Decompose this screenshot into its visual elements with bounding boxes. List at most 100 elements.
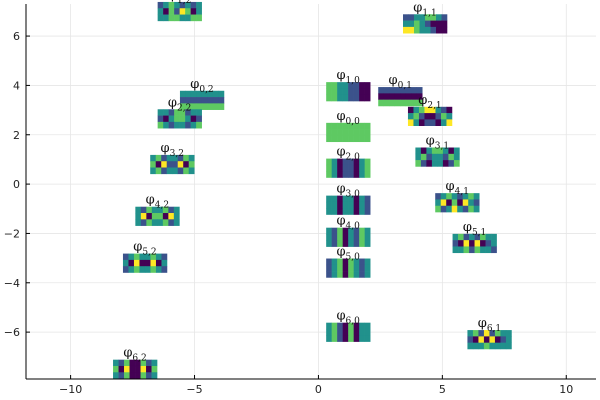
heatmap-cell (353, 88, 360, 96)
heatmap-cell (157, 121, 164, 129)
heatmap-cell (441, 26, 448, 34)
heatmap-cell (478, 336, 485, 343)
heatmap-cell (426, 147, 433, 155)
heatmap-cell (326, 94, 332, 102)
heatmap-cell (505, 336, 512, 343)
heatmap-cell (163, 109, 169, 116)
heatmap-cell (201, 90, 208, 98)
heatmap-cell (378, 93, 385, 100)
heatmap-cell (348, 264, 354, 272)
heatmap-cell (418, 119, 425, 126)
heatmap-cell (326, 240, 332, 247)
heatmap-cell (411, 99, 418, 107)
heatmap-cell (157, 213, 164, 220)
heatmap-cell (326, 122, 332, 130)
heatmap-cell (342, 233, 349, 241)
heatmap-cell (140, 206, 147, 214)
heatmap-cell (468, 199, 475, 207)
heatmap-cell (218, 90, 225, 98)
heatmap-cell (424, 113, 431, 120)
heatmap-cell (483, 342, 490, 350)
heatmap-cell (196, 8, 202, 15)
heatmap-cell (342, 122, 349, 130)
heatmap-cell (359, 208, 365, 215)
point-label-subscript: 1,1 (422, 8, 436, 18)
heatmap-cell (135, 219, 142, 226)
point-label-subscript: 1,2 (177, 0, 191, 6)
heatmap-cell (353, 135, 360, 143)
heatmap-glyph (407, 106, 453, 126)
heatmap-cell (173, 213, 180, 220)
point-label: φ6,1 (478, 316, 501, 334)
heatmap-cell (452, 246, 459, 254)
heatmap-cell (201, 97, 208, 104)
heatmap-cell (359, 271, 365, 278)
heatmap-cell (364, 201, 371, 209)
point-label-symbol: φ (168, 95, 177, 110)
heatmap-cell (364, 335, 371, 342)
heatmap-cell (403, 26, 409, 34)
heatmap-cell (348, 122, 354, 130)
heatmap-cell (483, 336, 490, 343)
heatmap-cell (196, 115, 202, 123)
heatmap-cell (408, 14, 415, 21)
heatmap-glyph (150, 154, 195, 175)
heatmap-cell (446, 106, 453, 114)
y-tick-label: 0 (13, 178, 20, 191)
heatmap-cell (135, 359, 141, 367)
heatmap-cell (474, 233, 481, 241)
heatmap-cell (168, 1, 175, 9)
point-label-subscript: 0,1 (398, 81, 412, 91)
point-label-symbol: φ (168, 0, 177, 3)
heatmap-cell (146, 213, 153, 220)
heatmap-cell (342, 129, 349, 136)
heatmap-cell (196, 121, 202, 129)
heatmap-cell (342, 82, 349, 89)
heatmap-cell (463, 233, 470, 241)
heatmap-cell (463, 240, 470, 247)
heatmap-cell (161, 266, 168, 273)
heatmap-cell (144, 266, 151, 273)
heatmap-cell (331, 227, 338, 235)
heatmap-cell (364, 264, 371, 272)
heatmap-cell (129, 372, 136, 379)
heatmap-cell (407, 113, 414, 120)
heatmap-cell (155, 167, 162, 175)
heatmap-glyph (326, 227, 371, 247)
heatmap-cell (441, 20, 448, 28)
point-label-subscript: 4,1 (455, 187, 469, 197)
heatmap-cell (337, 264, 343, 272)
heatmap-cell (139, 259, 146, 267)
heatmap-cell (331, 271, 338, 278)
heatmap-cell (478, 330, 485, 337)
heatmap-cell (190, 115, 197, 123)
heatmap-cell (425, 14, 431, 21)
heatmap-cell (188, 167, 195, 175)
heatmap-cell (185, 8, 191, 15)
heatmap-cell (155, 253, 162, 261)
heatmap-cell (337, 233, 343, 241)
heatmap-cell (190, 121, 197, 129)
heatmap-cell (326, 227, 332, 235)
heatmap-cell (457, 193, 464, 200)
heatmap-cell (342, 258, 349, 266)
heatmap-cell (469, 246, 475, 254)
point-label-symbol: φ (389, 73, 398, 88)
heatmap-cell (326, 135, 332, 143)
heatmap-cell (348, 227, 354, 235)
heatmap-cell (383, 87, 390, 94)
heatmap-cell (359, 195, 365, 203)
point-label-subscript: 2,1 (427, 101, 441, 111)
heatmap-cell (342, 271, 349, 278)
heatmap-cell (416, 99, 423, 107)
heatmap-cell (485, 240, 492, 247)
heatmap-cell (458, 246, 464, 254)
heatmap-cell (364, 240, 371, 247)
heatmap-cell (348, 240, 354, 247)
heatmap-cell (494, 336, 501, 343)
heatmap-cell (166, 161, 173, 168)
heatmap-cell (174, 109, 180, 116)
point-label-symbol: φ (336, 245, 345, 260)
point-label-symbol: φ (413, 0, 422, 15)
heatmap-cell (174, 1, 180, 9)
